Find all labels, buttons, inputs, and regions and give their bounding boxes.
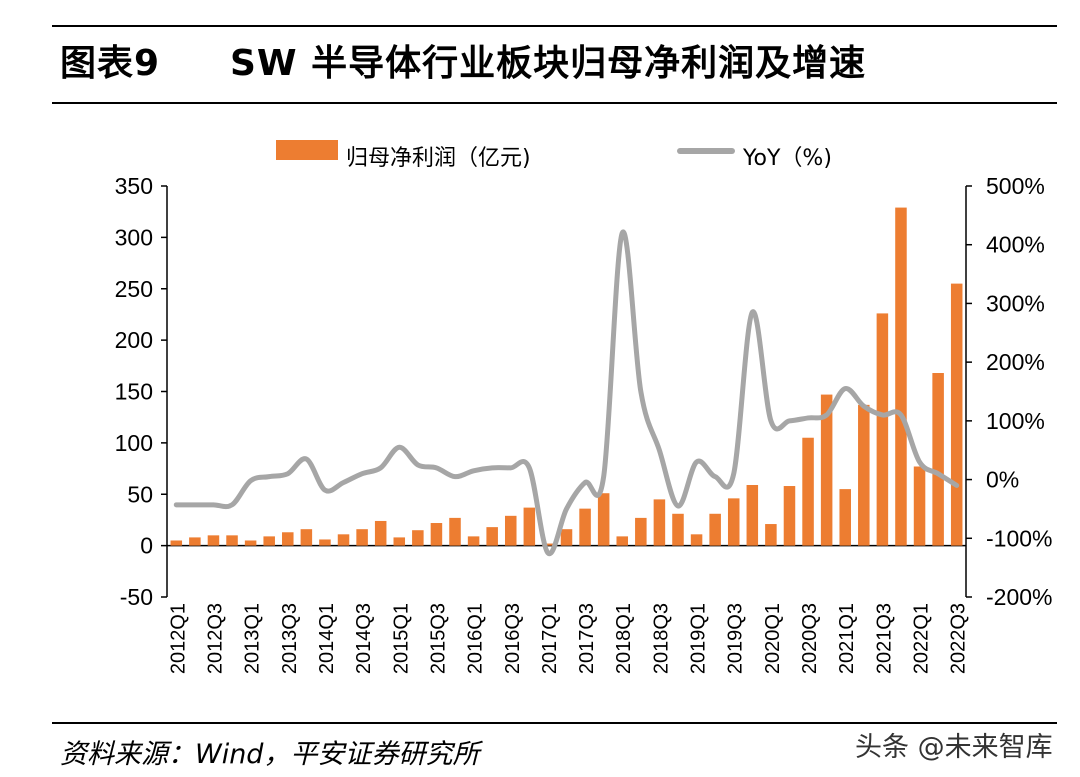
profit-bar — [374, 520, 387, 546]
left-tick-label: 200 — [115, 327, 153, 353]
profit-bar — [486, 527, 498, 546]
right-tick-label: 100% — [986, 408, 1045, 434]
x-tick-label: 2016Q3 — [502, 603, 524, 674]
source-note: 资料来源：Wind，平安证券研究所 — [60, 739, 480, 770]
x-tick-label: 2015Q1 — [390, 603, 412, 674]
profit-bar — [839, 489, 851, 546]
x-tick-label: 2019Q1 — [688, 603, 710, 674]
profit-bar — [895, 207, 907, 546]
x-tick-label: 2016Q1 — [465, 603, 487, 674]
profit-bar — [207, 535, 220, 546]
profit-bar — [393, 537, 406, 546]
profit-bar — [319, 539, 331, 546]
profit-bar — [337, 534, 350, 546]
x-tick-label: 2012Q1 — [167, 603, 189, 674]
profit-bar — [876, 313, 889, 546]
profit-bar — [913, 466, 926, 546]
watermark: 头条 @未来智库 — [855, 732, 1053, 763]
profit-bar — [746, 485, 759, 546]
left-tick-label: 300 — [115, 224, 153, 250]
legend-bar-label: 归母净利润（亿元) — [346, 146, 531, 171]
x-tick-label: 2015Q3 — [427, 603, 449, 674]
figure-label: 图表9 — [60, 43, 161, 84]
right-tick-label: 400% — [986, 232, 1045, 258]
profit-bar — [356, 529, 368, 546]
profit-bar — [560, 529, 573, 546]
x-tick-label: 2013Q3 — [279, 603, 301, 674]
figure-title: SW 半导体行业板块归母净利润及增速 — [230, 43, 867, 84]
profit-bar — [263, 536, 275, 546]
right-tick-label: 300% — [986, 290, 1045, 316]
left-tick-label: 250 — [115, 276, 153, 302]
profit-bar — [542, 543, 554, 546]
profit-bar — [449, 517, 461, 546]
profit-bar — [412, 530, 424, 546]
profit-bar — [579, 508, 591, 546]
profit-bar — [727, 498, 740, 546]
x-tick-label: 2013Q1 — [242, 603, 264, 674]
profit-bar — [467, 536, 480, 546]
profit-bar — [858, 404, 870, 546]
profit-bar — [244, 540, 257, 546]
profit-bar — [672, 513, 684, 546]
left-tick-label: 0 — [140, 533, 153, 559]
left-tick-label: 50 — [127, 481, 153, 507]
profit-bar — [504, 515, 517, 546]
right-tick-label: 500% — [986, 173, 1045, 199]
legend-line-swatch — [677, 148, 735, 154]
profit-bar — [597, 493, 610, 546]
profit-bar — [765, 524, 777, 546]
x-tick-label: 2019Q3 — [725, 603, 747, 674]
x-tick-label: 2021Q3 — [873, 603, 895, 674]
profit-bar — [430, 523, 443, 546]
x-tick-label: 2012Q3 — [204, 603, 226, 674]
right-tick-label: 0% — [986, 467, 1019, 493]
x-tick-label: 2017Q3 — [576, 603, 598, 674]
left-tick-label: -50 — [120, 584, 153, 610]
profit-bar — [709, 513, 721, 546]
profit-bar — [783, 486, 796, 546]
profit-bar — [300, 529, 313, 546]
profit-bar — [950, 283, 963, 546]
profit-bar — [226, 535, 238, 546]
profit-bar — [635, 517, 647, 546]
bottom-rule — [52, 722, 1057, 724]
profit-bar — [653, 499, 666, 546]
top-rule — [52, 25, 1057, 27]
profit-bar — [282, 532, 294, 546]
left-tick-label: 100 — [115, 430, 153, 456]
profit-bar — [616, 536, 629, 546]
x-tick-label: 2022Q3 — [948, 603, 970, 674]
legend-line-label: YoY（%) — [743, 146, 832, 171]
right-tick-label: -100% — [986, 525, 1052, 551]
yoy-line — [173, 229, 960, 557]
profit-bar — [690, 534, 703, 546]
profit-bar — [802, 437, 814, 546]
x-tick-label: 2014Q1 — [316, 603, 338, 674]
x-tick-label: 2020Q1 — [762, 603, 784, 674]
legend-bar-swatch — [276, 140, 338, 160]
x-tick-label: 2022Q1 — [911, 603, 933, 674]
x-tick-label: 2018Q3 — [650, 603, 672, 674]
profit-bar — [932, 373, 944, 546]
profit-bar — [189, 537, 201, 546]
profit-bar — [170, 540, 183, 546]
x-tick-label: 2020Q3 — [799, 603, 821, 674]
left-tick-label: 150 — [115, 379, 153, 405]
right-tick-label: -200% — [986, 584, 1052, 610]
profit-bar — [820, 394, 833, 546]
profit-bar — [523, 507, 536, 546]
right-tick-label: 200% — [986, 349, 1045, 375]
left-tick-label: 350 — [115, 173, 153, 199]
x-tick-label: 2021Q1 — [836, 603, 858, 674]
title-underline — [52, 102, 1057, 104]
x-tick-label: 2017Q1 — [539, 603, 561, 674]
x-tick-label: 2018Q1 — [613, 603, 635, 674]
x-tick-label: 2014Q3 — [353, 603, 375, 674]
